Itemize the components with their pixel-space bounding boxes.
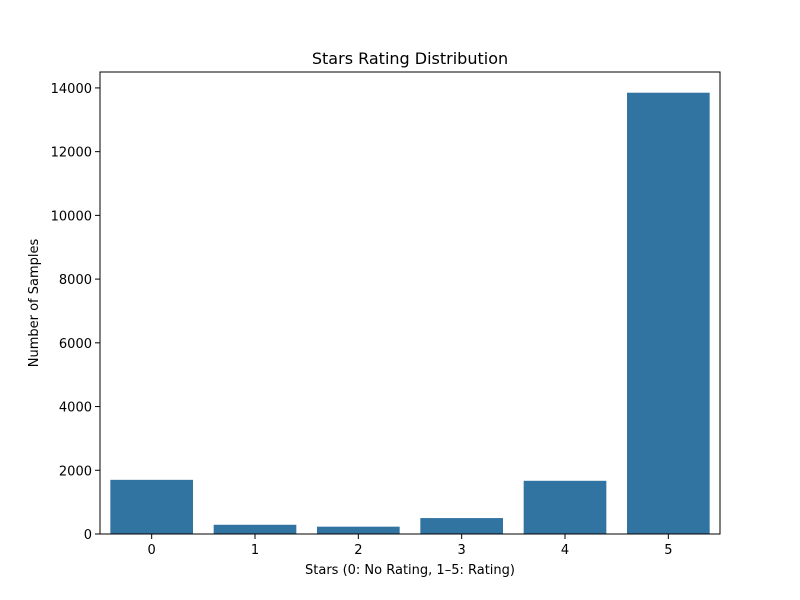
y-tick-label-14000: 14000 <box>51 82 92 97</box>
plot-area-frame <box>99 71 721 535</box>
y-axis-ticks: 0 2000 4000 6000 8000 10000 12000 14000 <box>51 82 100 543</box>
x-tick-label-1: 1 <box>251 543 259 558</box>
bar-5 <box>627 92 710 535</box>
bar-4 <box>523 480 607 534</box>
bars-group <box>110 92 710 535</box>
chart-title: Stars Rating Distribution <box>312 49 508 68</box>
y-tick-label-0: 0 <box>84 528 92 543</box>
x-tick-label-3: 3 <box>458 543 466 558</box>
bar-2 <box>317 526 400 534</box>
bar-0 <box>110 479 193 534</box>
y-tick-label-10000: 10000 <box>51 209 92 224</box>
bar-3 <box>420 518 503 534</box>
y-tick-label-4000: 4000 <box>59 401 92 416</box>
x-tick-label-5: 5 <box>664 543 672 558</box>
x-axis-ticks: 0 1 2 3 4 5 <box>148 534 672 558</box>
y-tick-label-8000: 8000 <box>59 273 92 288</box>
x-axis-label: Stars (0: No Rating, 1–5: Rating) <box>305 563 515 578</box>
y-axis-label: Number of Samples <box>27 239 42 368</box>
bar-1 <box>213 524 297 534</box>
y-tick-label-12000: 12000 <box>51 146 92 161</box>
y-tick-label-6000: 6000 <box>59 337 92 352</box>
x-tick-label-2: 2 <box>354 543 362 558</box>
x-tick-label-0: 0 <box>148 543 156 558</box>
x-tick-label-4: 4 <box>561 543 569 558</box>
y-tick-label-2000: 2000 <box>59 464 92 479</box>
